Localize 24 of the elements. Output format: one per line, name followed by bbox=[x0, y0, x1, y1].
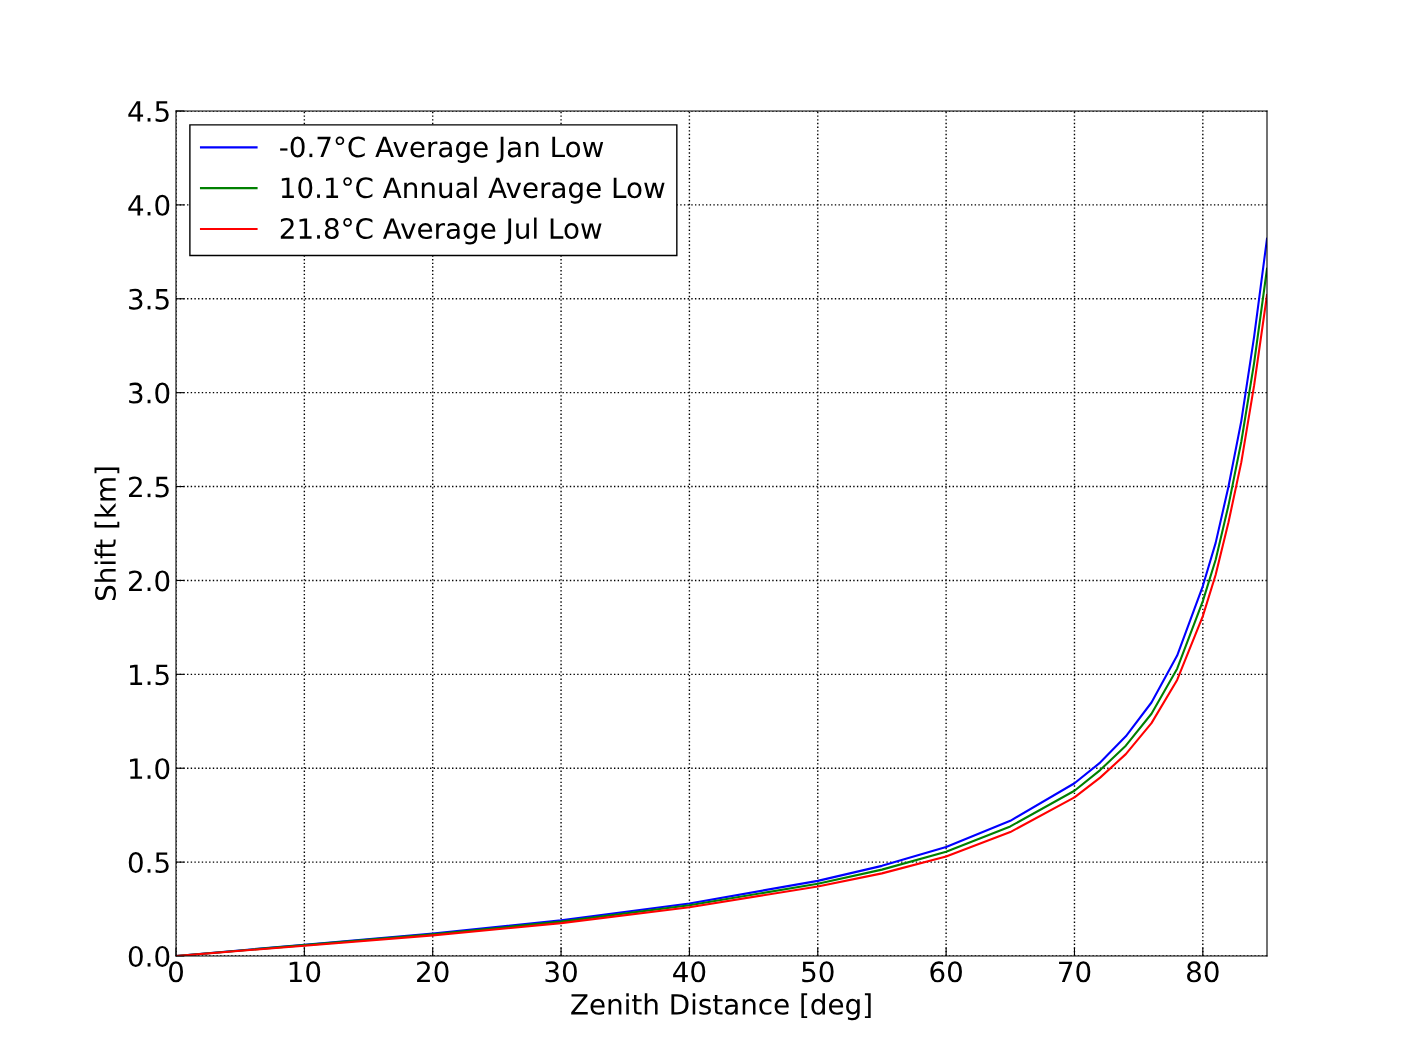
x-tick-label: 10 bbox=[289, 961, 321, 983]
y-tick-label: 2.0 bbox=[129, 570, 170, 592]
y-tick-label: 1.0 bbox=[130, 758, 170, 780]
y-tick-label: 2.5 bbox=[129, 476, 169, 498]
legend-label: -0.7°C Average Jan Low bbox=[280, 136, 604, 163]
x-tick-label: 60 bbox=[930, 961, 962, 983]
x-tick-label: 70 bbox=[1059, 961, 1091, 983]
y-tick-label: 1.5 bbox=[130, 664, 169, 686]
x-tick-label: 0 bbox=[168, 961, 183, 983]
y-tick-label: 0.0 bbox=[128, 945, 170, 967]
x-axis-title: Zenith Distance [deg] bbox=[571, 993, 871, 1021]
y-tick-label: 3.0 bbox=[129, 382, 170, 404]
legend-label: 21.8°C Average Jul Low bbox=[280, 217, 602, 245]
legend-label: 10.1°C Annual Average Low bbox=[281, 176, 665, 204]
x-tick-label: 40 bbox=[673, 961, 706, 983]
y-axis-title: Shift [km] bbox=[94, 467, 120, 601]
y-tick-label: 4.0 bbox=[128, 194, 170, 216]
x-tick-label: 80 bbox=[1187, 961, 1219, 983]
y-tick-label: 0.5 bbox=[128, 852, 169, 874]
y-tick-label: 4.5 bbox=[128, 101, 169, 122]
x-tick-label: 50 bbox=[802, 961, 834, 983]
y-tick-label: 3.5 bbox=[129, 288, 169, 310]
x-tick-label: 30 bbox=[545, 961, 577, 983]
x-tick-label: 20 bbox=[417, 961, 449, 983]
